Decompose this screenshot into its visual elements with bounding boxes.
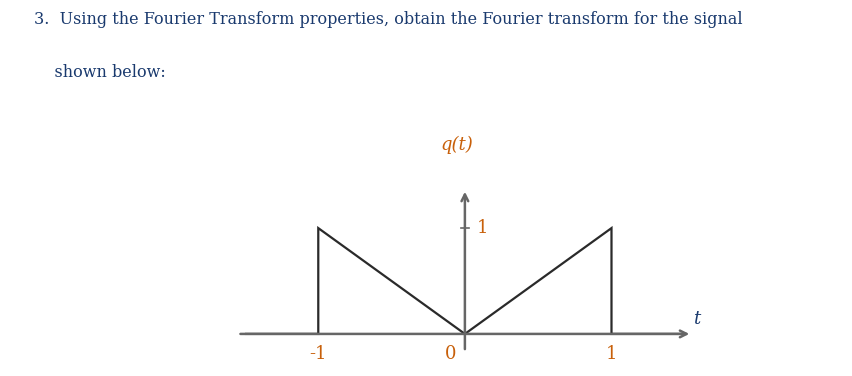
Text: 1: 1 xyxy=(605,344,617,362)
Text: shown below:: shown below: xyxy=(34,64,165,81)
Text: 1: 1 xyxy=(476,219,487,237)
Text: 0: 0 xyxy=(444,344,456,362)
Text: t: t xyxy=(692,309,699,327)
Text: q(t): q(t) xyxy=(440,136,472,154)
Text: 3.  Using the Fourier Transform properties, obtain the Fourier transform for the: 3. Using the Fourier Transform propertie… xyxy=(34,11,742,28)
Text: -1: -1 xyxy=(309,344,326,362)
